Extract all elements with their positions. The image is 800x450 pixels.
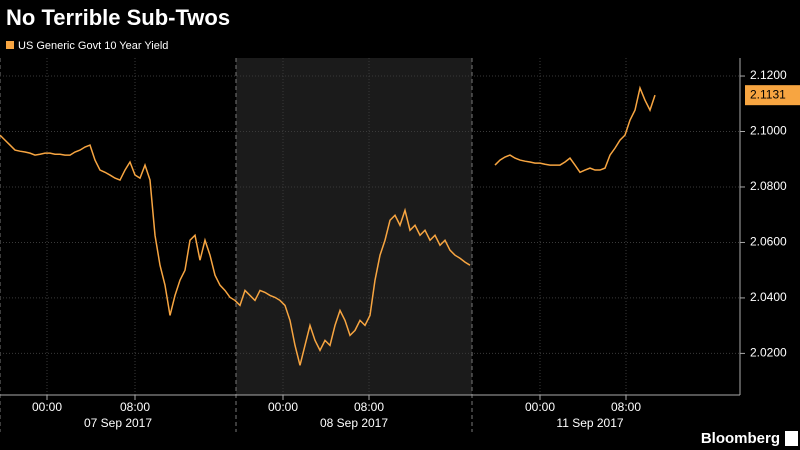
source: Bloomberg (701, 430, 780, 447)
x-tick-label: 08:00 (354, 400, 384, 414)
y-tick-label: 2.1000 (750, 124, 787, 138)
logo-icon (785, 431, 798, 446)
x-tick-label: 08:00 (611, 400, 641, 414)
date-label: 11 Sep 2017 (556, 416, 623, 430)
chart-title: No Terrible Sub-Twos (6, 5, 230, 30)
legend-label: US Generic Govt 10 Year Yield (18, 40, 168, 52)
y-tick-label: 2.0600 (750, 235, 787, 249)
x-tick-label: 00:00 (32, 400, 62, 414)
x-tick-label: 08:00 (120, 400, 150, 414)
x-tick-label: 00:00 (525, 400, 555, 414)
y-tick-label: 2.0400 (750, 290, 787, 304)
y-tick-label: 2.1200 (750, 68, 787, 82)
series-line (0, 85, 656, 366)
last-value-tag (745, 85, 800, 106)
x-tick-label: 00:00 (268, 400, 298, 414)
legend-swatch (6, 41, 14, 49)
session-shade (236, 58, 472, 395)
date-label: 07 Sep 2017 (84, 416, 152, 430)
y-tick-label: 2.0200 (750, 346, 787, 360)
date-label: 08 Sep 2017 (320, 416, 388, 430)
y-tick-label: 2.0800 (750, 179, 787, 193)
last-value-label: 2.1131 (750, 87, 786, 101)
